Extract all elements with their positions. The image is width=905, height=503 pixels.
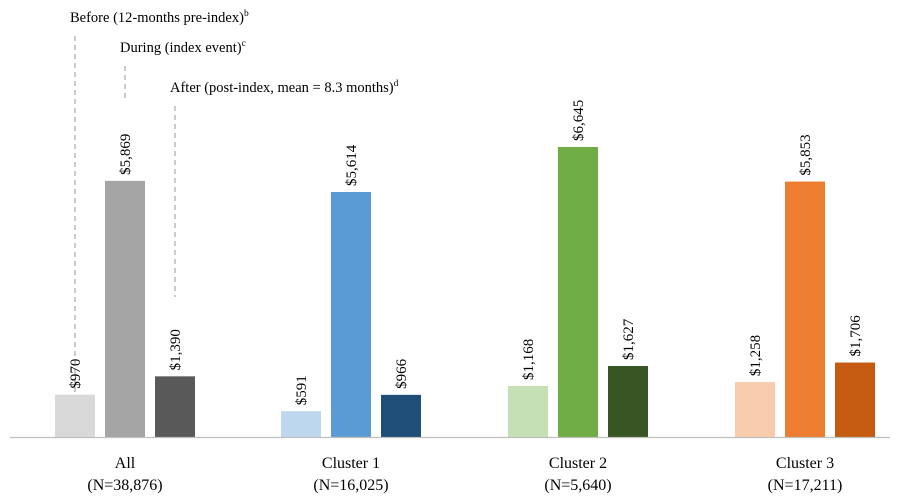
value-label: $1,627 <box>621 318 637 360</box>
bar-all-period-1 <box>55 394 95 437</box>
value-label: $5,869 <box>118 134 134 175</box>
category-label: Cluster 3 <box>776 455 834 472</box>
period-footnote-marker: b <box>244 9 249 19</box>
bar-cluster-2-period-3 <box>608 365 648 437</box>
category-label: All <box>115 455 136 472</box>
bar-all-period-2 <box>105 180 145 437</box>
bars <box>55 147 875 437</box>
bar-cluster-1-period-3 <box>381 394 421 437</box>
category-n-label: (N=16,025) <box>313 477 388 494</box>
bar-cluster-2-period-2 <box>558 147 598 437</box>
value-labels: $970 $5,869 $1,390 $591 $5,614 $966 $1,168 $6,6… <box>68 100 864 405</box>
period-labels: Before (12-months pre-index)b During (ind… <box>70 9 399 96</box>
period-label: During (index event)c <box>120 39 246 56</box>
period-footnote-marker: c <box>242 39 246 49</box>
value-label: $5,853 <box>798 134 814 175</box>
bar-cluster-3-period-1 <box>735 382 775 437</box>
bar-all-period-3 <box>155 376 195 437</box>
category-n-label: (N=5,640) <box>544 477 611 494</box>
value-label: $1,390 <box>168 329 184 370</box>
value-label: $966 <box>394 358 410 389</box>
value-label: $1,258 <box>748 335 764 376</box>
category-label: Cluster 1 <box>322 455 380 472</box>
value-label: $1,168 <box>521 339 537 380</box>
bar-cluster-1-period-1 <box>281 411 321 437</box>
value-label: $591 <box>294 375 310 405</box>
category-n-label: (N=38,876) <box>87 477 162 494</box>
period-label: Before (12-months pre-index)b <box>70 9 249 26</box>
period-label-text: Before (12-months pre-index) <box>70 10 244 26</box>
value-label: $6,645 <box>571 100 587 141</box>
category-n-label: (N=17,211) <box>768 477 843 494</box>
value-label: $970 <box>68 359 84 389</box>
period-label: After (post-index, mean = 8.3 months)d <box>170 79 399 96</box>
category-labels: All (N=38,876) Cluster 1 (N=16,025) Cluster … <box>87 455 842 494</box>
period-label-text: During (index event) <box>120 40 242 56</box>
category-label: Cluster 2 <box>549 455 607 472</box>
period-leader-lines <box>74 36 176 397</box>
value-label: $5,614 <box>344 144 360 186</box>
value-label: $1,706 <box>848 315 864 357</box>
bar-cluster-2-period-1 <box>508 386 548 437</box>
bar-cluster-3-period-2 <box>785 181 825 437</box>
period-label-text: After (post-index, mean = 8.3 months) <box>170 80 394 96</box>
bar-cluster-1-period-2 <box>331 191 371 437</box>
period-footnote-marker: d <box>394 79 399 89</box>
bar-cluster-3-period-3 <box>835 362 875 437</box>
